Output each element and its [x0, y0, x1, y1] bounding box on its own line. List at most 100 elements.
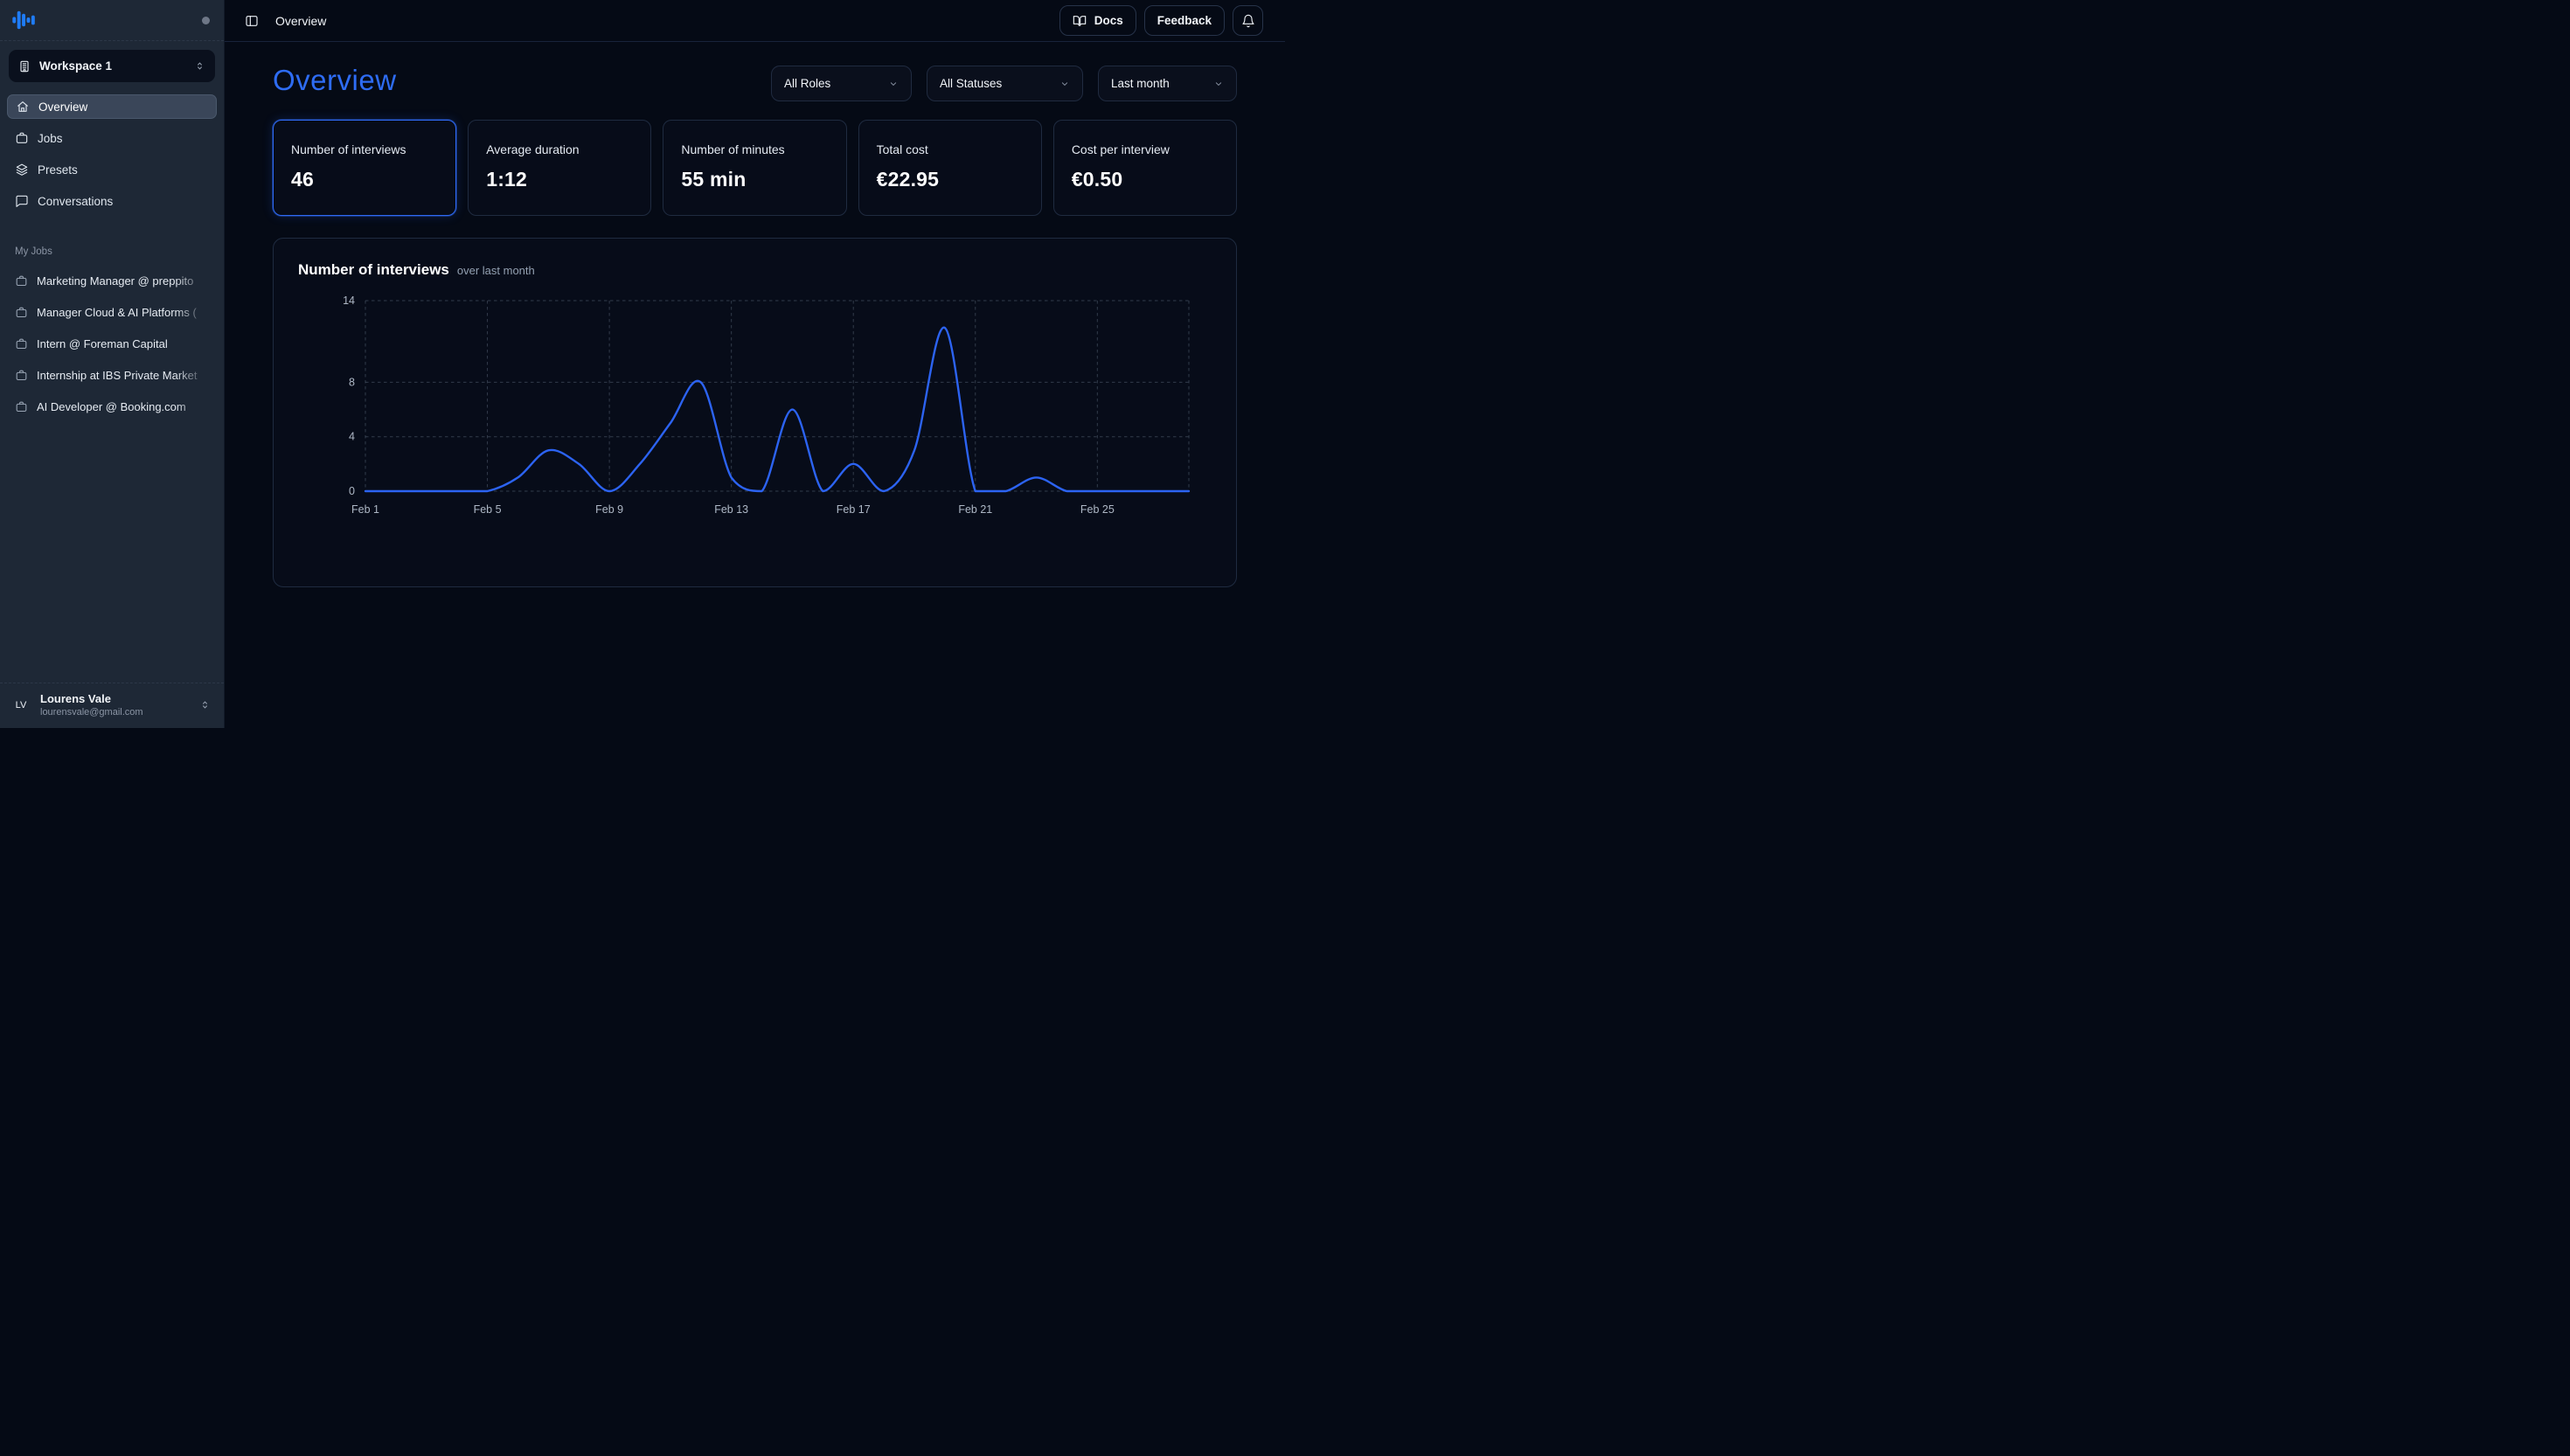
- sidebar-status-dot: [202, 17, 210, 24]
- stat-label: Average duration: [486, 142, 633, 156]
- chevrons-up-down-icon: [198, 698, 212, 711]
- stat-value: 55 min: [681, 168, 828, 191]
- feedback-button-label: Feedback: [1157, 14, 1212, 27]
- book-open-icon: [1073, 14, 1087, 28]
- chevron-down-icon: [887, 78, 900, 90]
- my-jobs-section: My Jobs Marketing Manager @ preppito Man…: [0, 246, 224, 426]
- briefcase-icon: [15, 369, 28, 382]
- sidebar-item-label: Jobs: [38, 132, 63, 145]
- job-item-internship-ibs[interactable]: Internship at IBS Private Market: [7, 364, 217, 386]
- bell-icon: [1241, 14, 1255, 28]
- svg-text:Feb 25: Feb 25: [1080, 503, 1115, 516]
- page-title: Overview: [273, 64, 397, 97]
- notifications-button[interactable]: [1233, 5, 1263, 36]
- stat-value: 46: [291, 168, 438, 191]
- workspace-switcher[interactable]: Workspace 1: [9, 50, 215, 82]
- statuses-filter-value: All Statuses: [940, 77, 1002, 90]
- svg-text:8: 8: [349, 376, 355, 388]
- sidebar-logo-row: [0, 0, 224, 41]
- statuses-filter-dropdown[interactable]: All Statuses: [927, 66, 1083, 101]
- job-item-label: Intern @ Foreman Capital: [37, 337, 209, 350]
- job-item-marketing-manager[interactable]: Marketing Manager @ preppito: [7, 269, 217, 292]
- roles-filter-dropdown[interactable]: All Roles: [771, 66, 912, 101]
- stat-label: Number of interviews: [291, 142, 438, 156]
- interviews-chart: 0 4 8 14 Feb 1 Feb 5 Feb 9 Feb 13 Feb 17 Feb 21 Fe…: [298, 289, 1213, 543]
- avatar: LV: [10, 700, 31, 711]
- stat-label: Total cost: [877, 142, 1024, 156]
- user-menu[interactable]: LV Lourens Vale lourensvale@gmail.com: [0, 683, 224, 728]
- svg-text:4: 4: [349, 431, 355, 443]
- topbar: Overview Docs Feedback: [225, 0, 1285, 42]
- stat-card-number-of-minutes[interactable]: Number of minutes 55 min: [663, 120, 846, 216]
- job-item-ai-developer-booking[interactable]: AI Developer @ Booking.com: [7, 395, 217, 418]
- date-range-filter-dropdown[interactable]: Last month: [1098, 66, 1237, 101]
- job-item-intern-foreman[interactable]: Intern @ Foreman Capital: [7, 332, 217, 355]
- sidebar-item-conversations[interactable]: Conversations: [7, 189, 217, 213]
- briefcase-icon: [15, 306, 28, 319]
- interviews-chart-card: Number of interviews over last month 0 4 8…: [273, 238, 1237, 587]
- user-name: Lourens Vale: [40, 692, 190, 705]
- briefcase-icon: [15, 337, 28, 350]
- stat-card-total-cost[interactable]: Total cost €22.95: [858, 120, 1042, 216]
- chevron-down-icon: [1212, 78, 1225, 90]
- sidebar: Workspace 1 Overview Jobs Presets Conver…: [0, 0, 225, 728]
- content: Overview All Roles All Statuses Last mon…: [225, 42, 1285, 587]
- briefcase-icon: [15, 400, 28, 413]
- stat-card-average-duration[interactable]: Average duration 1:12: [468, 120, 651, 216]
- job-item-label: AI Developer @ Booking.com: [37, 400, 209, 413]
- stat-card-cost-per-interview[interactable]: Cost per interview €0.50: [1053, 120, 1237, 216]
- job-item-label: Marketing Manager @ preppito: [37, 274, 209, 288]
- chart-title: Number of interviews: [298, 261, 449, 279]
- sidebar-item-overview[interactable]: Overview: [7, 94, 217, 119]
- sidebar-toggle-button[interactable]: [245, 14, 259, 28]
- my-jobs-heading: My Jobs: [7, 246, 217, 257]
- message-square-icon: [15, 194, 29, 208]
- briefcase-icon: [15, 131, 29, 145]
- svg-text:0: 0: [349, 485, 355, 497]
- roles-filter-value: All Roles: [784, 77, 830, 90]
- stat-value: 1:12: [486, 168, 633, 191]
- date-range-filter-value: Last month: [1111, 77, 1170, 90]
- stat-label: Number of minutes: [681, 142, 828, 156]
- app-window: Workspace 1 Overview Jobs Presets Conver…: [0, 0, 1285, 728]
- job-item-manager-cloud-ai[interactable]: Manager Cloud & AI Platforms (: [7, 301, 217, 323]
- sidebar-item-label: Conversations: [38, 195, 113, 208]
- job-item-label: Manager Cloud & AI Platforms (: [37, 306, 209, 319]
- layers-icon: [15, 163, 29, 177]
- feedback-button[interactable]: Feedback: [1144, 5, 1225, 36]
- sidebar-item-jobs[interactable]: Jobs: [7, 126, 217, 150]
- briefcase-icon: [15, 274, 28, 288]
- stat-label: Cost per interview: [1072, 142, 1219, 156]
- docs-button[interactable]: Docs: [1059, 5, 1136, 36]
- topbar-title: Overview: [275, 14, 326, 28]
- chevrons-up-down-icon: [193, 59, 206, 73]
- home-icon: [16, 100, 30, 114]
- job-item-label: Internship at IBS Private Market: [37, 369, 209, 382]
- sidebar-item-presets[interactable]: Presets: [7, 157, 217, 182]
- workspace-name: Workspace 1: [39, 59, 193, 73]
- svg-text:Feb 13: Feb 13: [714, 503, 748, 516]
- svg-text:Feb 21: Feb 21: [958, 503, 992, 516]
- chart-subtitle: over last month: [457, 264, 535, 277]
- user-meta: Lourens Vale lourensvale@gmail.com: [40, 692, 190, 718]
- docs-button-label: Docs: [1094, 14, 1123, 27]
- sidebar-item-label: Presets: [38, 163, 78, 177]
- svg-text:Feb 1: Feb 1: [351, 503, 379, 516]
- chevron-down-icon: [1059, 78, 1071, 90]
- stat-card-number-of-interviews[interactable]: Number of interviews 46: [273, 120, 456, 216]
- filters: All Roles All Statuses Last month: [771, 66, 1237, 101]
- sidebar-item-label: Overview: [38, 101, 87, 114]
- stat-cards: Number of interviews 46 Average duration…: [273, 120, 1237, 216]
- app-logo-waveform-icon: [12, 10, 36, 31]
- stat-value: €0.50: [1072, 168, 1219, 191]
- main-area: Overview Docs Feedback Overview: [225, 0, 1285, 728]
- svg-text:Feb 17: Feb 17: [837, 503, 871, 516]
- stat-value: €22.95: [877, 168, 1024, 191]
- user-email: lourensvale@gmail.com: [40, 707, 190, 718]
- panel-left-icon: [245, 14, 259, 28]
- svg-text:Feb 5: Feb 5: [474, 503, 502, 516]
- svg-text:14: 14: [343, 295, 355, 307]
- sidebar-nav: Overview Jobs Presets Conversations: [0, 94, 224, 213]
- svg-text:Feb 9: Feb 9: [595, 503, 623, 516]
- building-icon: [17, 59, 31, 73]
